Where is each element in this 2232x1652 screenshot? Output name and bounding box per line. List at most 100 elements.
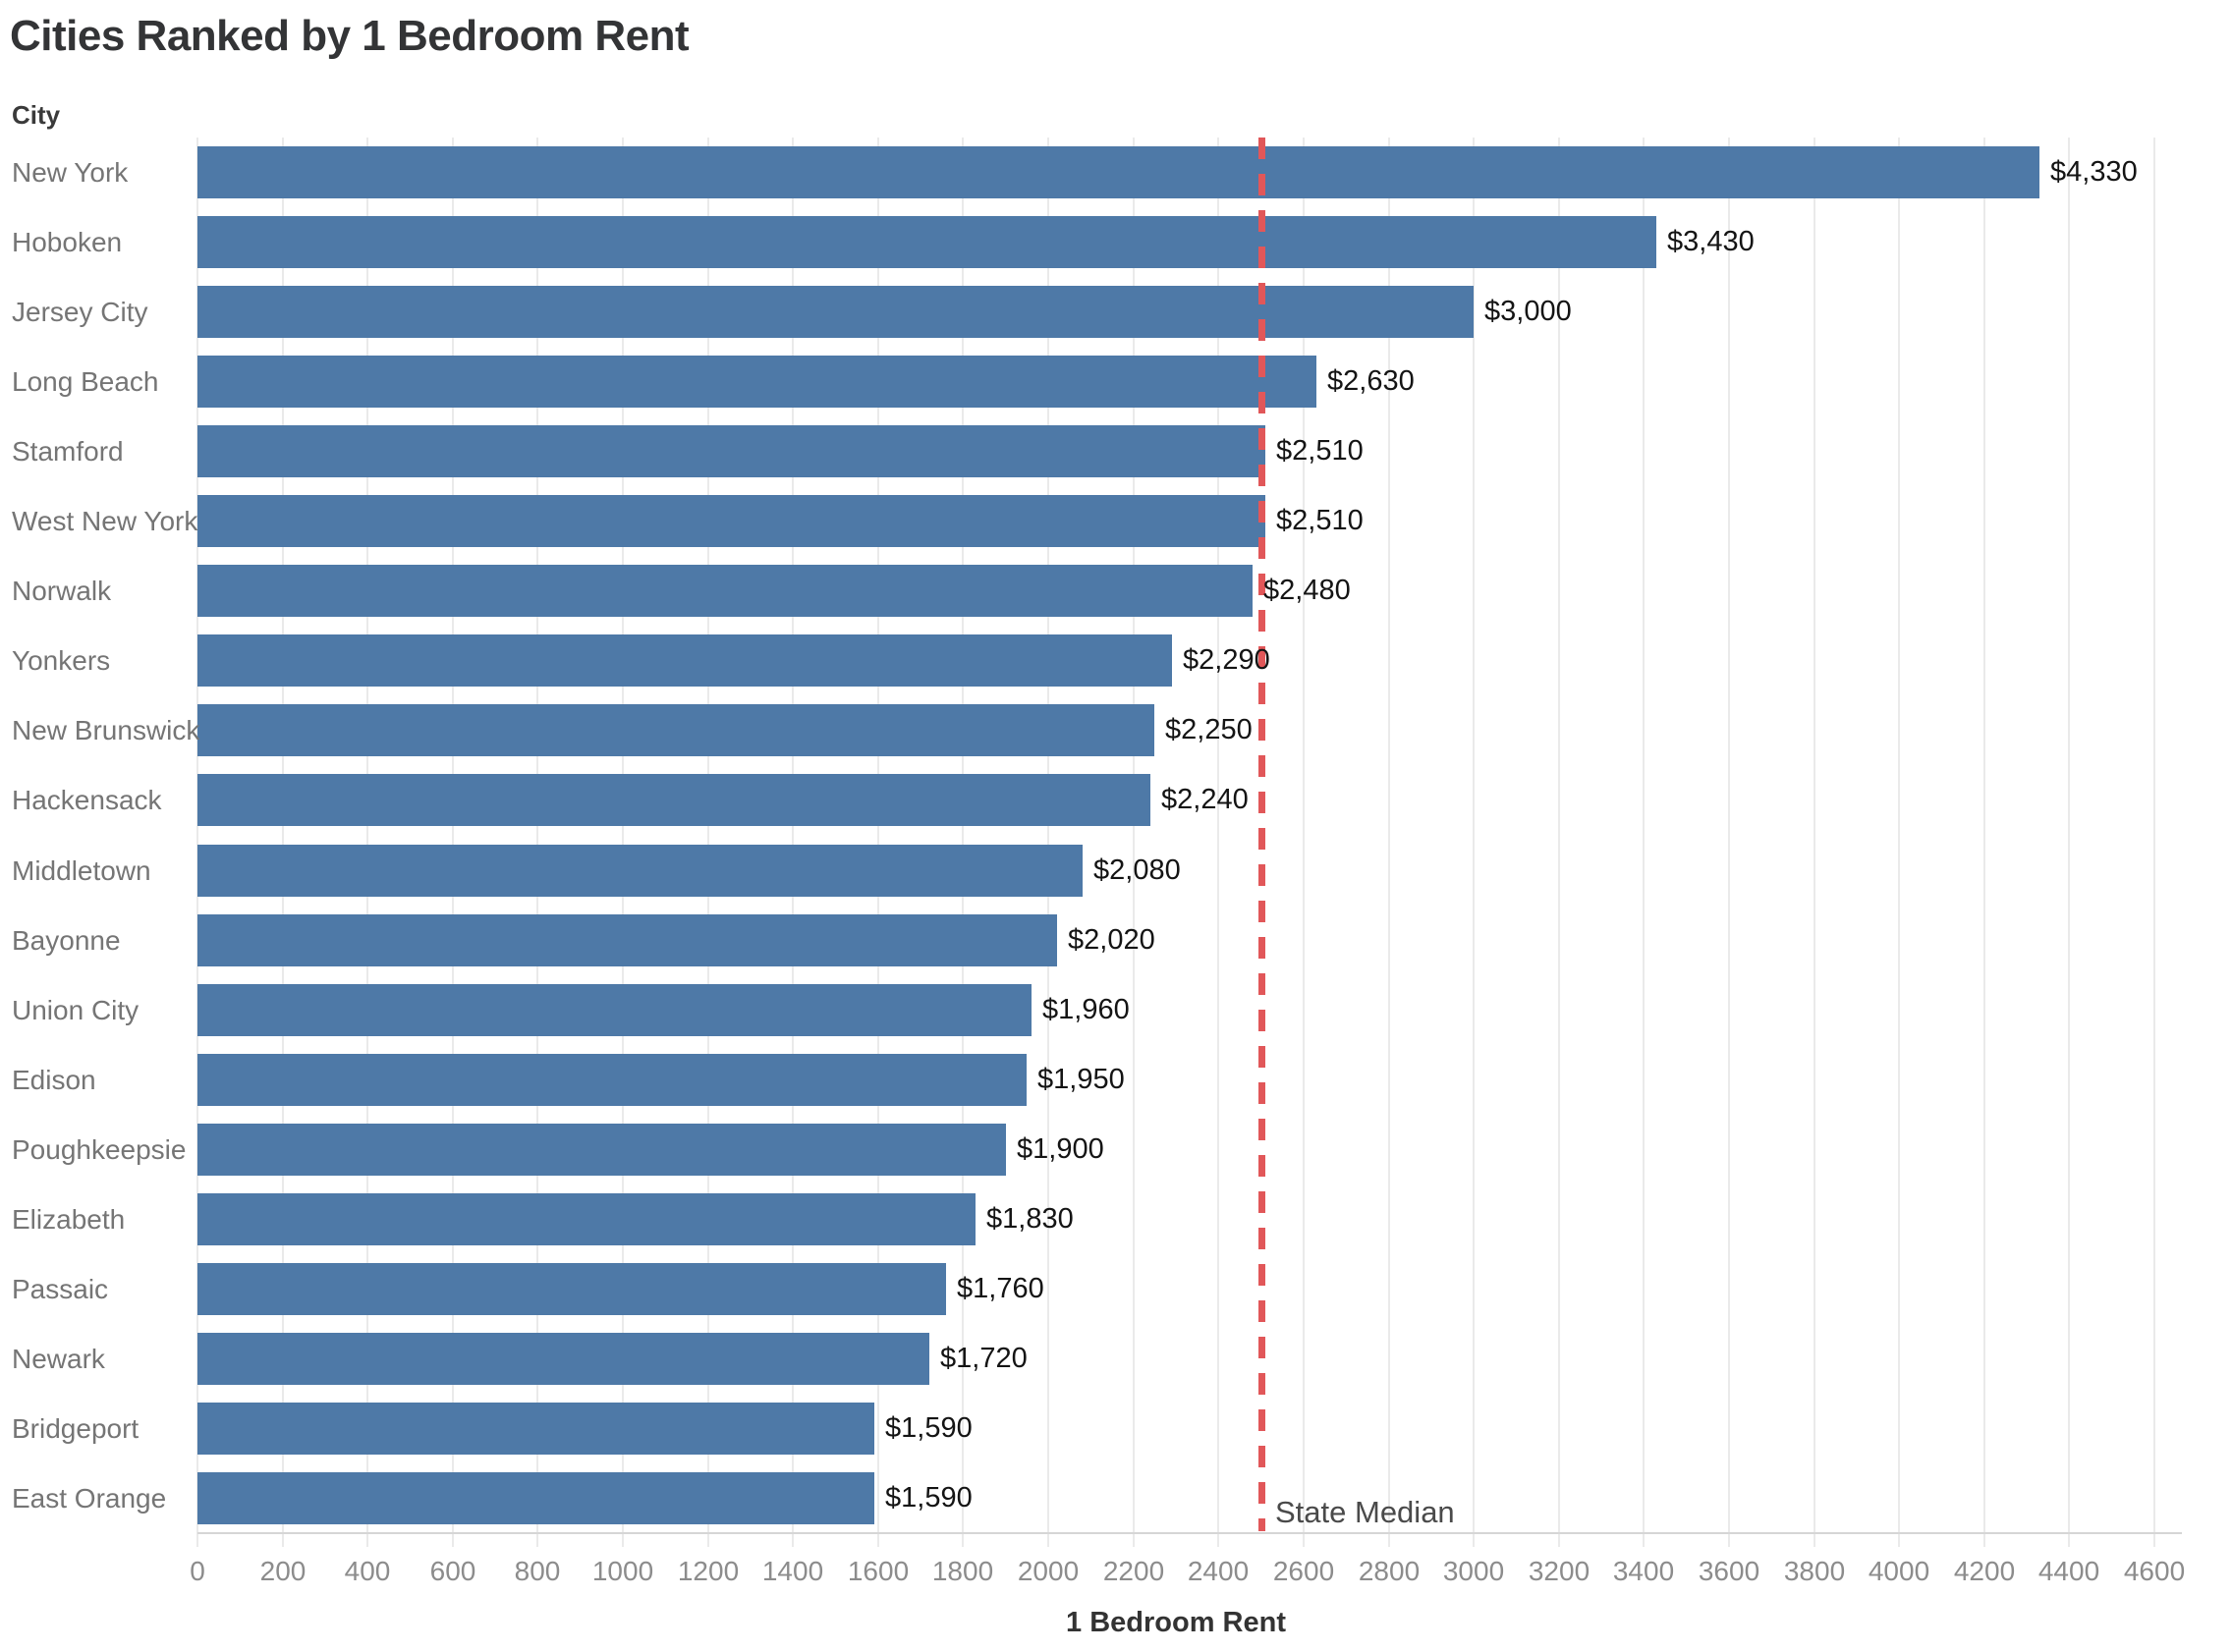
tick-label: 400 bbox=[344, 1556, 391, 1586]
city-label: Union City bbox=[12, 994, 140, 1025]
gridline bbox=[196, 138, 198, 1547]
tick-label: 3200 bbox=[1528, 1556, 1590, 1586]
bar bbox=[197, 216, 1656, 268]
tick-label: 2000 bbox=[1017, 1556, 1080, 1586]
gridline bbox=[1303, 138, 1305, 1547]
city-label: Bayonne bbox=[12, 924, 121, 956]
gridline bbox=[1728, 138, 1730, 1547]
gridline bbox=[452, 138, 454, 1547]
city-label: Jersey City bbox=[12, 296, 148, 327]
y-axis-title: City bbox=[12, 100, 61, 130]
value-label: $2,510 bbox=[1276, 435, 1364, 467]
gridline bbox=[1983, 138, 1985, 1547]
tick-label: 4200 bbox=[1953, 1556, 2016, 1586]
gridline bbox=[1047, 138, 1049, 1547]
bar bbox=[197, 425, 1265, 477]
tick-label: 1400 bbox=[761, 1556, 824, 1586]
tick-label: 1000 bbox=[591, 1556, 654, 1586]
bar bbox=[197, 1263, 946, 1315]
chart-title: Cities Ranked by 1 Bedroom Rent bbox=[10, 12, 690, 60]
gridline bbox=[366, 138, 368, 1547]
tick-label: 0 bbox=[190, 1556, 205, 1586]
tick-label: 200 bbox=[259, 1556, 307, 1586]
tick-label: 2400 bbox=[1187, 1556, 1250, 1586]
gridline bbox=[707, 138, 709, 1547]
value-label: $3,000 bbox=[1484, 296, 1572, 327]
value-label: $2,290 bbox=[1183, 644, 1270, 676]
value-label: $2,080 bbox=[1093, 854, 1181, 886]
bar bbox=[197, 1054, 1027, 1106]
city-label: Newark bbox=[12, 1343, 105, 1374]
gridline bbox=[622, 138, 624, 1547]
city-label: Stamford bbox=[12, 435, 124, 467]
tick-label: 1800 bbox=[931, 1556, 994, 1586]
tick-label: 4000 bbox=[1868, 1556, 1930, 1586]
bar bbox=[197, 774, 1150, 826]
city-label: Poughkeepsie bbox=[12, 1133, 187, 1165]
tick-label: 2200 bbox=[1102, 1556, 1165, 1586]
reference-line bbox=[1258, 138, 1265, 1531]
bar bbox=[197, 845, 1083, 897]
value-label: $1,830 bbox=[986, 1203, 1074, 1235]
bar bbox=[197, 495, 1265, 547]
gridline bbox=[1473, 138, 1475, 1547]
value-label: $1,590 bbox=[885, 1412, 973, 1444]
city-label: Hoboken bbox=[12, 226, 123, 257]
city-label: Norwalk bbox=[12, 575, 112, 606]
city-label: Hackensack bbox=[12, 784, 162, 815]
value-label: $3,430 bbox=[1667, 226, 1755, 257]
tick-label: 2800 bbox=[1358, 1556, 1421, 1586]
bar bbox=[197, 146, 2039, 198]
tick-label: 600 bbox=[429, 1556, 476, 1586]
city-label: New Brunswick bbox=[12, 714, 200, 745]
value-label: $1,590 bbox=[885, 1482, 973, 1514]
gridline bbox=[1133, 138, 1135, 1547]
city-label: Bridgeport bbox=[12, 1412, 140, 1444]
city-label: Passaic bbox=[12, 1273, 109, 1304]
bar bbox=[197, 1124, 1006, 1176]
city-label: Yonkers bbox=[12, 644, 111, 676]
gridline bbox=[2068, 138, 2070, 1547]
tick-label: 800 bbox=[514, 1556, 561, 1586]
value-label: $1,760 bbox=[957, 1273, 1044, 1304]
tick-label: 3800 bbox=[1783, 1556, 1846, 1586]
gridline bbox=[1217, 138, 1219, 1547]
bar bbox=[197, 704, 1154, 756]
city-label: East Orange bbox=[12, 1482, 167, 1514]
bar bbox=[197, 1403, 874, 1455]
value-label: $2,020 bbox=[1068, 924, 1155, 956]
gridline bbox=[1814, 138, 1815, 1547]
city-label: Edison bbox=[12, 1064, 96, 1095]
tick-label: 4400 bbox=[2037, 1556, 2100, 1586]
value-label: $1,720 bbox=[940, 1343, 1028, 1374]
value-label: $1,950 bbox=[1037, 1064, 1125, 1095]
gridline bbox=[1388, 138, 1390, 1547]
bar bbox=[197, 984, 1032, 1036]
value-label: $1,900 bbox=[1017, 1133, 1104, 1165]
x-axis-line bbox=[197, 1532, 2182, 1534]
value-label: $2,250 bbox=[1165, 714, 1253, 745]
value-label: $2,240 bbox=[1161, 784, 1249, 815]
gridline bbox=[536, 138, 538, 1547]
city-label: Long Beach bbox=[12, 365, 159, 397]
tick-label: 2600 bbox=[1272, 1556, 1335, 1586]
bar bbox=[197, 565, 1253, 617]
city-label: Elizabeth bbox=[12, 1203, 126, 1235]
city-label: West New York bbox=[12, 505, 198, 536]
value-label: $4,330 bbox=[2050, 156, 2138, 188]
value-label: $2,630 bbox=[1327, 365, 1415, 397]
tick-label: 3000 bbox=[1442, 1556, 1505, 1586]
value-label: $1,960 bbox=[1042, 994, 1130, 1025]
reference-line-label: State Median bbox=[1275, 1495, 1455, 1529]
gridline bbox=[2153, 138, 2155, 1547]
tick-label: 3400 bbox=[1612, 1556, 1675, 1586]
bar bbox=[197, 1472, 874, 1524]
tick-label: 1200 bbox=[677, 1556, 740, 1586]
gridline bbox=[962, 138, 964, 1547]
gridline bbox=[877, 138, 879, 1547]
gridline bbox=[1898, 138, 1900, 1547]
